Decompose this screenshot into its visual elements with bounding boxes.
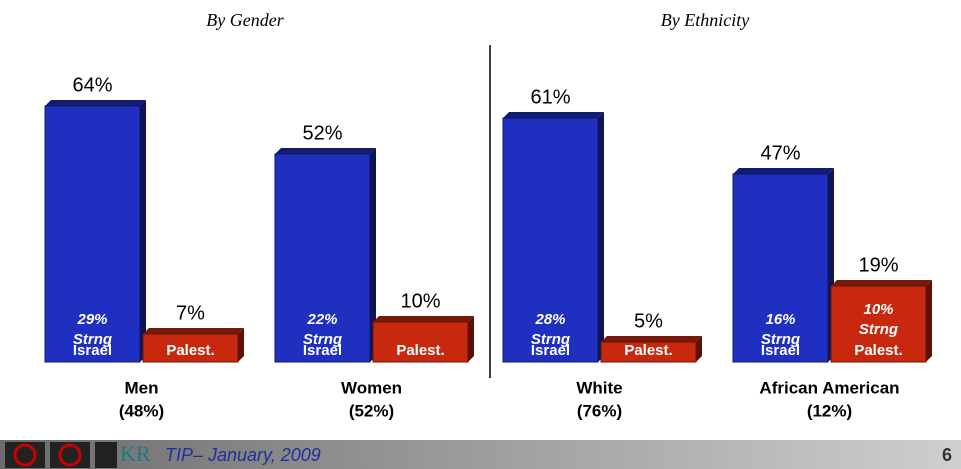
strong-text: Strng xyxy=(73,331,112,348)
logo: ΚR xyxy=(5,441,151,468)
bar-top xyxy=(601,336,702,342)
bar-side xyxy=(468,316,474,362)
bar-side xyxy=(598,112,604,362)
value-label: 7% xyxy=(176,302,205,324)
strong-text: Strng xyxy=(303,331,342,348)
strong-label: 28% xyxy=(534,311,565,328)
series-label: Israel xyxy=(303,342,342,359)
value-label: 10% xyxy=(400,290,440,312)
category-share: (48%) xyxy=(119,401,164,420)
strong-text: Strng xyxy=(859,321,898,338)
series-label: Israel xyxy=(73,342,112,359)
bar-side xyxy=(370,148,376,362)
value-label: 47% xyxy=(760,142,800,164)
x-tick-label: African American xyxy=(759,378,899,397)
strong-label: 10% xyxy=(863,301,893,318)
category-share: (76%) xyxy=(577,401,622,420)
strong-text: Strng xyxy=(531,331,570,348)
bar-top xyxy=(143,328,244,334)
bar xyxy=(274,153,371,363)
strong-label: 22% xyxy=(306,311,337,328)
bar-top xyxy=(503,112,604,118)
x-tick-label: Men xyxy=(125,378,159,397)
series-label: Palest. xyxy=(396,342,444,359)
series-label: Israel xyxy=(761,342,800,359)
strong-label: 29% xyxy=(76,311,107,328)
bar-top xyxy=(275,148,376,154)
chart-title: By Gender xyxy=(206,10,284,30)
series-label: Israel xyxy=(531,342,570,359)
strong-text: Strng xyxy=(761,331,800,348)
bar-side xyxy=(926,280,932,362)
bar xyxy=(44,105,141,363)
chart-title: By Ethnicity xyxy=(661,10,749,30)
value-label: 64% xyxy=(72,74,112,96)
series-label: Palest. xyxy=(166,342,214,359)
x-tick-label: Women xyxy=(341,378,402,397)
value-label: 61% xyxy=(530,86,570,108)
series-label: Palest. xyxy=(624,342,672,359)
bar-side xyxy=(238,328,244,362)
bar xyxy=(830,285,927,363)
bar xyxy=(600,341,697,363)
bar-top xyxy=(831,280,932,286)
value-label: 19% xyxy=(858,254,898,276)
category-share: (52%) xyxy=(349,401,394,420)
x-tick-label: White xyxy=(576,378,622,397)
bar-side xyxy=(140,100,146,362)
series-label: Palest. xyxy=(854,342,902,359)
svg-text:ΚR: ΚR xyxy=(120,441,151,466)
bar xyxy=(142,333,239,363)
value-label: 5% xyxy=(634,310,663,332)
value-label: 52% xyxy=(302,122,342,144)
bar xyxy=(732,173,829,363)
bar-side xyxy=(696,336,702,362)
category-share: (12%) xyxy=(807,401,852,420)
footer-text: TIP– January, 2009 xyxy=(165,445,321,465)
page-number: 6 xyxy=(942,445,952,465)
bar-top xyxy=(733,168,834,174)
bar-top xyxy=(373,316,474,322)
bar-top xyxy=(45,100,146,106)
strong-label: 16% xyxy=(765,311,795,328)
bar xyxy=(502,117,599,363)
bar xyxy=(372,321,469,363)
footer-bar xyxy=(0,440,961,469)
